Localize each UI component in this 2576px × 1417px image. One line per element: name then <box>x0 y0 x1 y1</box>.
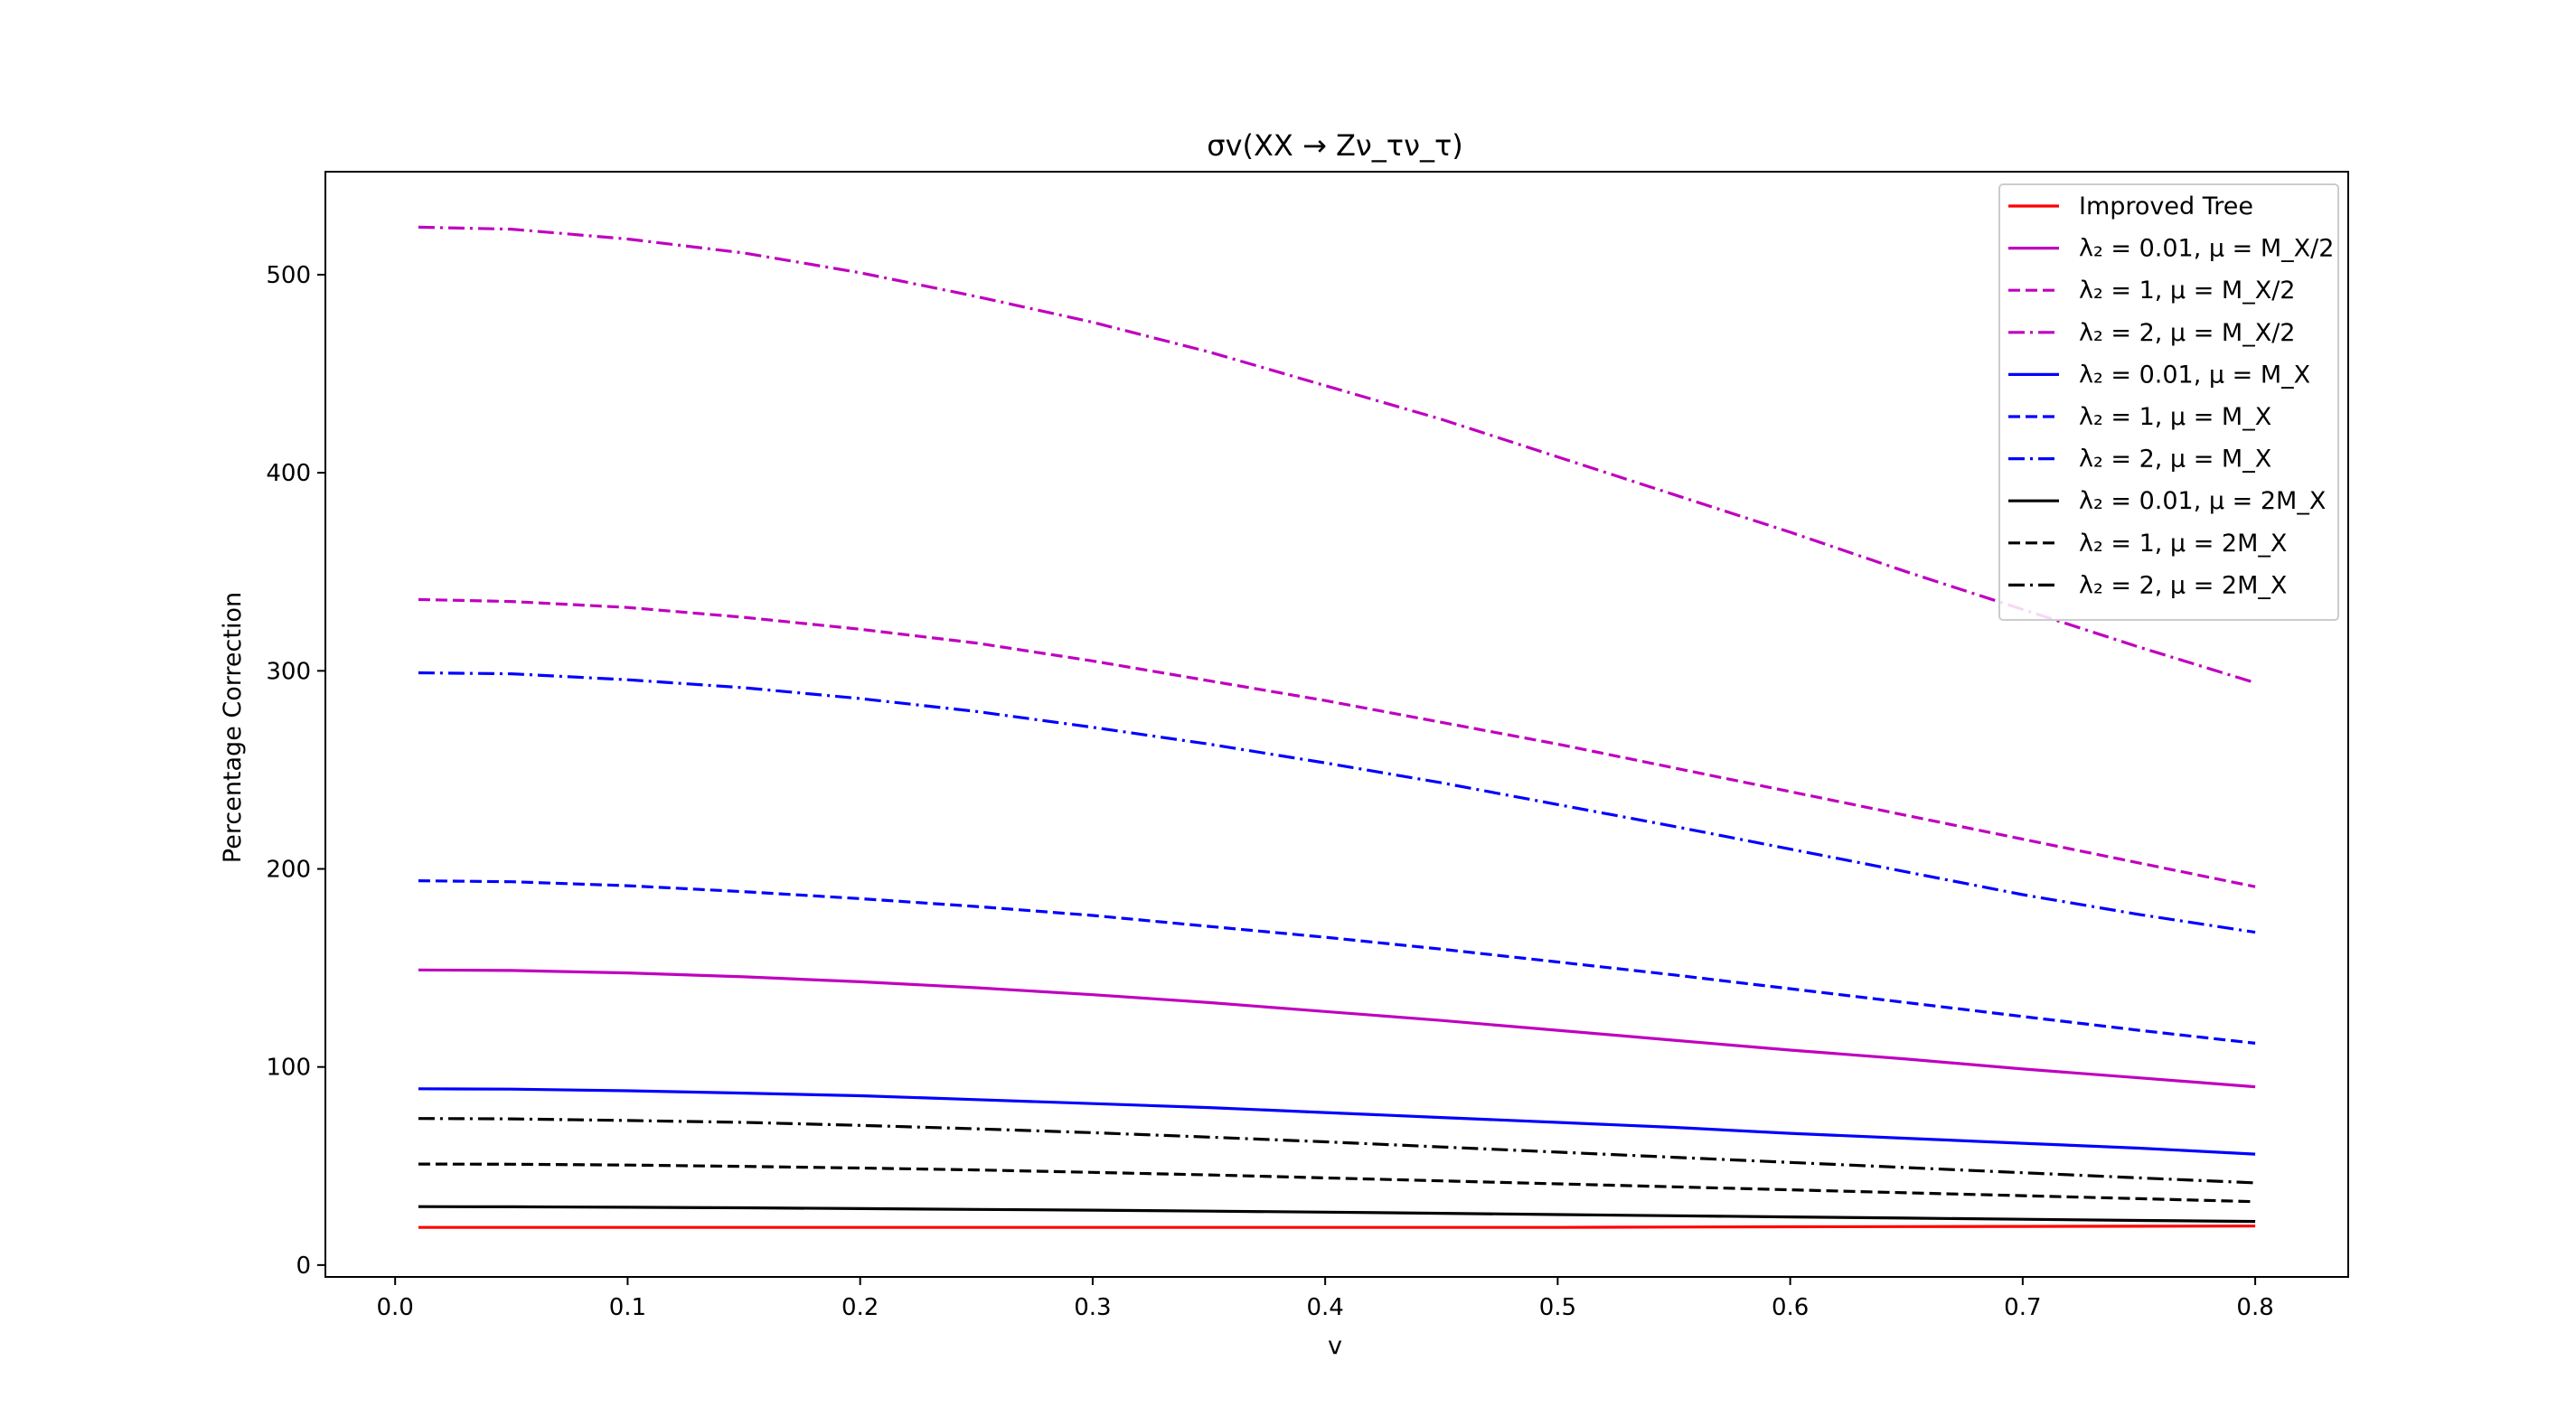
x-tick-label: 0.8 <box>2236 1294 2273 1321</box>
legend-entry: λ₂ = 2, μ = 2M_X <box>2079 571 2287 599</box>
x-axis-label: v <box>1328 1332 1342 1360</box>
x-tick-label: 0.2 <box>841 1294 879 1321</box>
y-tick-label: 200 <box>266 856 311 883</box>
x-tick-label: 0.3 <box>1074 1294 1111 1321</box>
legend: Improved Tree λ₂ = 0.01, μ = M_X/2 λ₂ = 1,… <box>1998 183 2339 621</box>
legend-entry: Improved Tree <box>2079 192 2253 221</box>
x-tick-label: 0.5 <box>1539 1294 1576 1321</box>
legend-entry: λ₂ = 0.01, μ = M_X <box>2079 361 2310 389</box>
series-line-4 <box>418 1087 2256 1156</box>
legend-frame <box>1998 183 2339 621</box>
y-tick-label: 300 <box>266 658 311 685</box>
y-tick-label: 100 <box>266 1055 311 1082</box>
plot-frame <box>324 171 2349 1278</box>
y-tick-label: 500 <box>266 262 311 289</box>
y-axis-ticks: 0 100 200 300 400 500 <box>266 262 325 1280</box>
chart-title: σv(XX → Zν_τν_τ) <box>1207 128 1462 163</box>
plot-area <box>324 171 2349 1278</box>
series-line-7 <box>418 1205 2256 1224</box>
y-axis-label: Percentage Correction <box>219 592 247 863</box>
series-line-1 <box>418 968 2256 1089</box>
legend-entry: λ₂ = 1, μ = M_X <box>2079 403 2271 431</box>
x-tick-label: 0.7 <box>2004 1294 2041 1321</box>
series-line-0 <box>418 1225 2256 1229</box>
x-tick-label: 0.4 <box>1306 1294 1343 1321</box>
legend-entry: λ₂ = 0.01, μ = M_X/2 <box>2079 235 2334 263</box>
y-tick-label: 400 <box>266 460 311 487</box>
x-tick-label: 0.6 <box>1772 1294 1809 1321</box>
y-tick-label: 0 <box>296 1253 311 1280</box>
legend-entry: λ₂ = 2, μ = M_X <box>2079 446 2271 474</box>
series-line-6 <box>418 671 2256 934</box>
x-tick-label: 0.0 <box>376 1294 413 1321</box>
series-line-5 <box>418 879 2256 1045</box>
legend-entry: λ₂ = 1, μ = M_X/2 <box>2079 277 2295 305</box>
legend-entry: λ₂ = 2, μ = M_X/2 <box>2079 319 2295 347</box>
series-line-2 <box>418 597 2256 888</box>
legend-entry: λ₂ = 0.01, μ = 2M_X <box>2079 487 2326 515</box>
x-axis-ticks: 0.0 0.1 0.2 0.3 0.4 0.5 0.6 0.7 0.8 <box>376 1277 2274 1321</box>
legend-entry: λ₂ = 1, μ = 2M_X <box>2079 530 2287 558</box>
series-line-9 <box>418 1117 2256 1185</box>
series-line-3 <box>418 225 2256 685</box>
x-tick-label: 0.1 <box>609 1294 646 1321</box>
series-layer <box>418 225 2256 1229</box>
